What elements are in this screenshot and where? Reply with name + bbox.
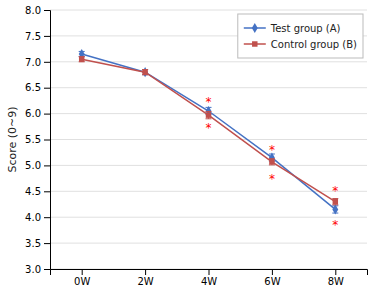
tick: 4W: [201, 269, 217, 287]
annotation: *: [269, 143, 275, 157]
line: [82, 59, 336, 201]
tick-mark: [335, 269, 336, 275]
grid: [50, 10, 367, 269]
y-axis-title: Score (0~9): [6, 106, 19, 172]
annotation: *: [269, 172, 275, 186]
error-bar: [206, 112, 212, 119]
grid-line: [50, 243, 367, 244]
legend: Test group (A) Control group (B): [238, 14, 363, 58]
legend-label: Test group (A): [270, 23, 341, 34]
error-bar: [142, 70, 148, 75]
annotation: *: [332, 184, 338, 198]
tick: 6.0: [25, 108, 50, 119]
tick-mark: [44, 10, 50, 11]
legend-item: Control group (B): [244, 39, 357, 50]
error-bar: [332, 199, 338, 205]
tick-label: 3.0: [25, 264, 41, 275]
tick-mark: [272, 269, 273, 275]
marker: [206, 112, 211, 117]
tick-label: 5.0: [25, 160, 41, 171]
legend-box: [238, 14, 363, 58]
tick: 3.0: [25, 264, 50, 275]
tick: 4.5: [25, 186, 50, 197]
tick-mark: [44, 114, 50, 115]
grid-line: [50, 10, 367, 11]
y-axis: 3.0 3.5 4.0 4.5 5.0 5.5 6.0 6.5 7.0 7.5 8.0: [25, 5, 50, 275]
legend-item: Test group (A): [244, 23, 341, 34]
marker: [79, 56, 84, 61]
tick-label: 8W: [328, 276, 344, 287]
tick-label: 0W: [74, 276, 90, 287]
tick: 2W: [137, 269, 153, 287]
marker: [269, 159, 274, 164]
tick-label: 2W: [137, 276, 153, 287]
error-bar: [142, 70, 148, 75]
plot-area: [79, 49, 339, 215]
legend-marker: [252, 23, 258, 33]
tick: 8W: [328, 269, 344, 287]
tick-label: 4.0: [25, 212, 41, 223]
tick: 5.0: [25, 160, 50, 171]
marker: [142, 67, 148, 77]
annotations: * * * * * *: [206, 95, 339, 232]
tick: 4.0: [25, 212, 50, 223]
axis-line: [51, 270, 368, 276]
tick-mark: [44, 269, 50, 270]
marker: [142, 69, 147, 74]
tick-label: 3.5: [25, 238, 41, 249]
tick-mark: [44, 191, 50, 192]
annotation: *: [332, 218, 338, 232]
axis-line: [44, 11, 51, 270]
tick: 7.5: [25, 31, 50, 42]
annotation: *: [206, 121, 212, 135]
tick: 3.5: [25, 238, 50, 249]
tick-label: 6W: [264, 276, 280, 287]
marker: [332, 204, 338, 214]
grid-line: [50, 139, 367, 140]
tick: 7.0: [25, 57, 50, 68]
tick-mark: [209, 269, 210, 275]
tick-mark: [44, 165, 50, 166]
tick: 5.5: [25, 134, 50, 145]
tick-label: 7.5: [25, 31, 41, 42]
tick-label: 6.5: [25, 82, 41, 93]
tick: 6W: [264, 269, 280, 287]
tick: 0W: [74, 269, 90, 287]
line: [82, 54, 336, 209]
tick: 8.0: [25, 5, 50, 16]
tick-label: 8.0: [25, 5, 41, 16]
series: [79, 49, 339, 215]
annotation: *: [206, 95, 212, 109]
x-axis: 0W 2W 4W 6W 8W: [51, 269, 368, 287]
tick-mark: [44, 62, 50, 63]
legend-label: Control group (B): [271, 39, 357, 50]
series: [79, 56, 339, 204]
tick-label: 5.5: [25, 134, 41, 145]
grid-line: [50, 87, 367, 88]
error-bar: [79, 57, 85, 62]
grid-line: [50, 165, 367, 166]
tick-mark: [44, 217, 50, 218]
tick-label: 4.5: [25, 186, 41, 197]
tick-mark: [44, 140, 50, 141]
tick-mark: [44, 88, 50, 89]
tick-mark: [145, 269, 146, 275]
tick-label: 6.0: [25, 108, 41, 119]
tick-mark: [82, 269, 83, 275]
tick-label: 7.0: [25, 57, 41, 68]
tick: 6.5: [25, 82, 50, 93]
legend-marker: [252, 41, 257, 46]
marker: [333, 199, 338, 204]
error-bar: [269, 159, 275, 165]
tick-label: 4W: [201, 276, 217, 287]
grid-line: [50, 217, 367, 218]
tick-mark: [44, 36, 50, 37]
chart: 3.0 3.5 4.0 4.5 5.0 5.5 6.0 6.5 7.0 7.5 8.0 0W 2W 4W 6…: [0, 0, 379, 293]
tick-mark: [44, 243, 50, 244]
